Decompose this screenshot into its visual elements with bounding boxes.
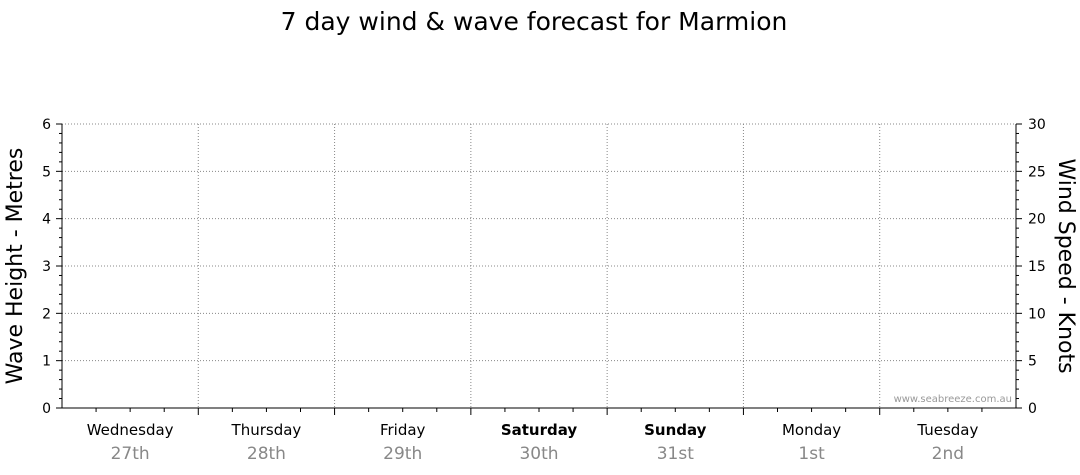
left-axis-title: Wave Height - Metres [3,148,28,385]
right-tick-label: 0 [1028,401,1037,417]
day-name: Saturday [501,421,578,439]
day-name: Tuesday [916,421,978,439]
left-tick-label: 5 [42,164,51,180]
day-labels: Wednesday 27th Thursday 28th Friday 29th Satur… [87,421,979,464]
left-tick-label: 3 [42,259,51,275]
day-date: 1st [798,444,825,464]
left-tick-label: 4 [42,212,51,228]
chart-title: 7 day wind & wave forecast for Marmion [281,7,788,36]
day-date: 31st [657,444,694,464]
day-name: Thursday [231,421,302,439]
right-tick-label: 10 [1028,306,1046,322]
day-name: Sunday [644,421,707,439]
day-name: Friday [380,421,426,439]
left-tick-label: 0 [42,401,51,417]
right-tick-labels: 0 5 10 15 20 25 30 [1028,117,1046,417]
day-date: 28th [247,444,286,464]
right-tick-label: 30 [1028,117,1046,133]
left-tick-labels: 0 1 2 3 4 5 6 [42,117,51,417]
day-name: Monday [782,421,841,439]
day-date: 2nd [932,444,964,464]
watermark: www.seabreeze.com.au [894,394,1012,405]
day-date: 29th [383,444,422,464]
day-date: 30th [519,444,558,464]
left-tick-label: 6 [42,117,51,133]
left-tick-label: 1 [42,354,51,370]
axes [56,123,1022,415]
grid [62,123,1016,408]
left-tick-label: 2 [42,306,51,322]
right-tick-label: 15 [1028,259,1046,275]
day-name: Wednesday [87,421,174,439]
right-tick-label: 25 [1028,164,1046,180]
right-tick-label: 20 [1028,212,1046,228]
right-axis-title: Wind Speed - Knots [1053,158,1078,373]
right-tick-label: 5 [1028,354,1037,370]
day-date: 27th [111,444,150,464]
